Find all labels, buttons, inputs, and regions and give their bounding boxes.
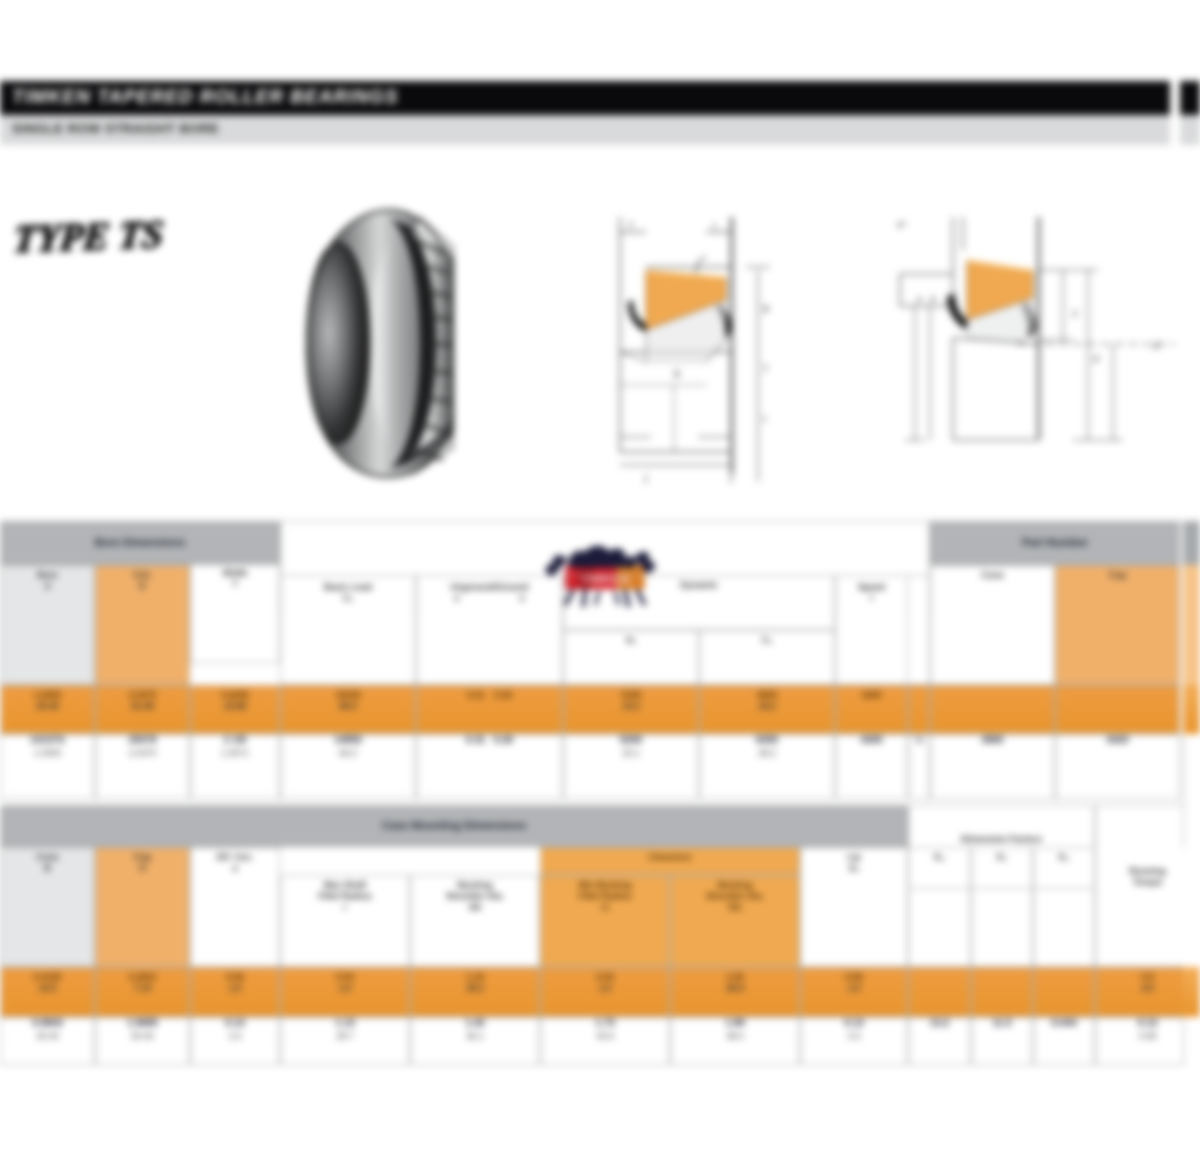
svg-text:T: T (628, 221, 634, 231)
svg-text:ℓ: ℓ (713, 221, 717, 231)
svg-text:C: C (1072, 309, 1079, 319)
svg-text:A": A" (896, 220, 907, 230)
svg-text:ℓ: ℓ (763, 414, 767, 424)
svg-text:B: B (674, 369, 680, 379)
svg-text:D: D (1093, 354, 1100, 364)
svg-text:T: T (763, 364, 769, 374)
svg-text:e: e (917, 294, 922, 304)
svg-text:B: B (763, 304, 769, 314)
svg-text:A': A' (1152, 341, 1161, 351)
svg-text:d: d (930, 294, 936, 304)
